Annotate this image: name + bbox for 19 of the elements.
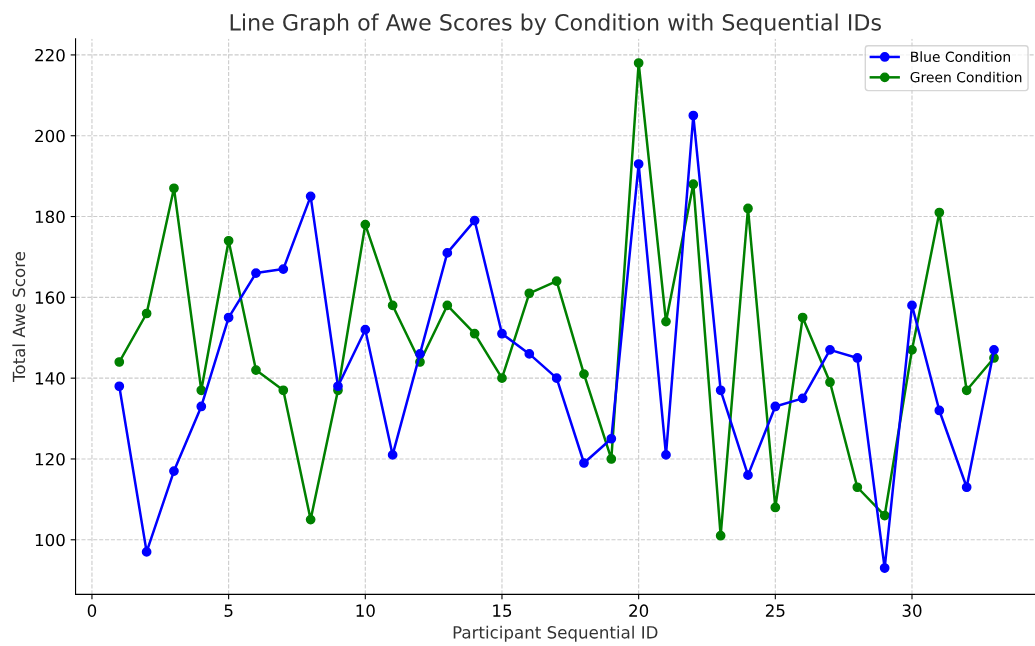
legend-label: Blue Condition <box>911 51 1010 63</box>
x-tick-label: 25 <box>765 604 785 617</box>
x-axis-title: Participant Sequential ID <box>453 625 658 642</box>
x-tick-label: 10 <box>356 604 375 617</box>
y-tick-label: 220 <box>35 48 65 62</box>
y-tick-label: 180 <box>35 210 65 224</box>
x-tick-label: 30 <box>902 604 922 617</box>
chart-title: Line Graph of Awe Scores by Condition with Sequential IDs <box>230 13 881 36</box>
x-tick-label: 0 <box>87 604 97 617</box>
y-tick-label: 140 <box>35 372 65 385</box>
y-tick-label: 100 <box>35 533 65 547</box>
y-axis-title: Total Awe Score <box>12 252 26 382</box>
x-tick-label: 20 <box>629 604 649 617</box>
legend-label: Green Condition <box>910 71 1022 83</box>
x-tick-label: 5 <box>224 604 233 617</box>
y-tick-label: 200 <box>35 129 65 143</box>
x-tick-label: 15 <box>493 604 512 617</box>
y-tick-label: 120 <box>35 452 65 466</box>
y-tick-label: 160 <box>35 291 65 304</box>
